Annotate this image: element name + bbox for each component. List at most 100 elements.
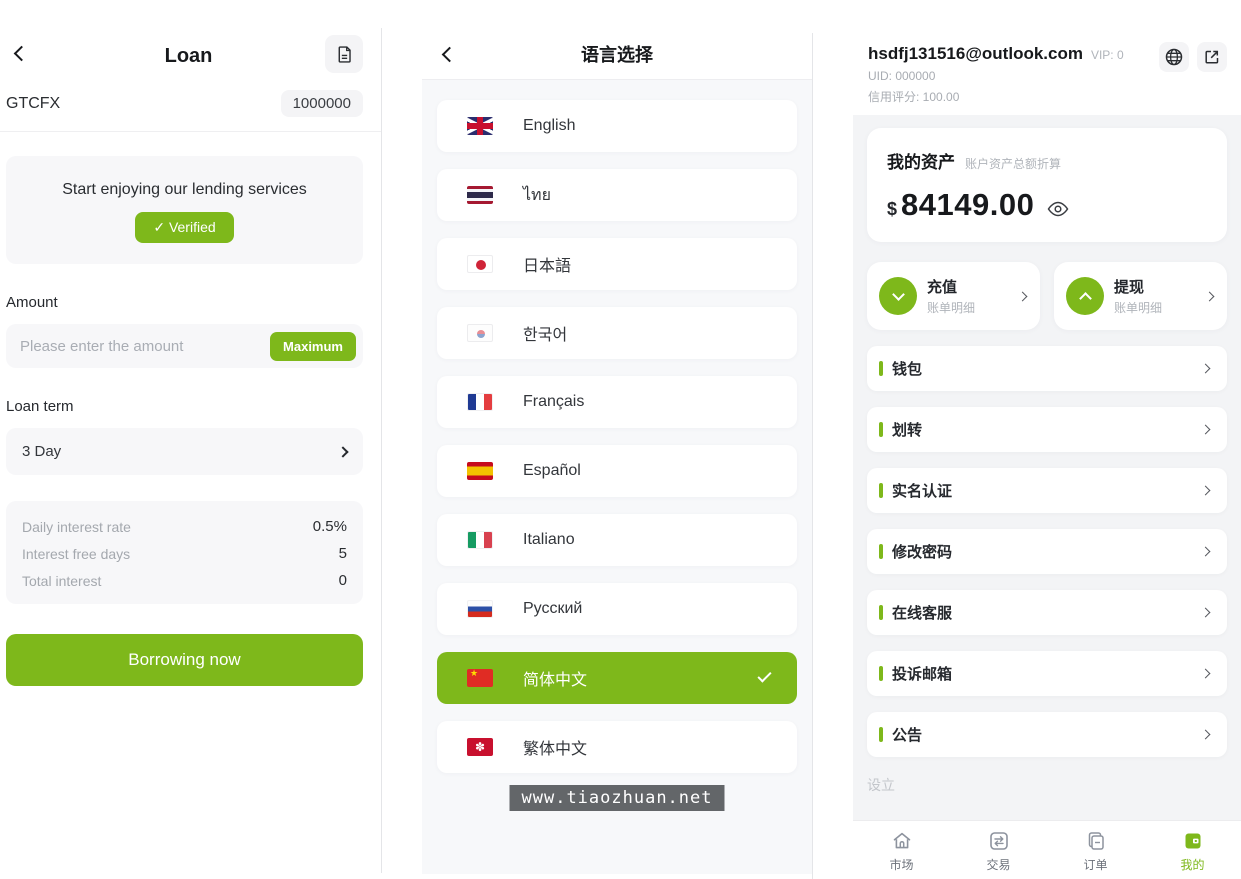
tab-label: 订单 [1083, 857, 1108, 872]
trade-icon [989, 831, 1008, 850]
divider [0, 131, 381, 132]
chevron-right-icon [1017, 291, 1028, 301]
language-item-thai[interactable]: ไทย [437, 169, 797, 221]
withdraw-circle [1066, 277, 1104, 315]
chevron-right-icon [1200, 668, 1211, 679]
language-label: 한국어 [523, 327, 568, 344]
toggle-balance-button[interactable] [1046, 201, 1070, 222]
detail-value: 5 [338, 545, 347, 562]
assets-amount: 84149.00 [901, 187, 1035, 222]
asset-symbol: GTCFX [6, 94, 61, 112]
withdraw-sublabel: 账单明细 [1114, 301, 1163, 315]
eye-icon [1047, 201, 1069, 217]
detail-label: Total interest [22, 572, 102, 589]
menu-item-complaint-email[interactable]: 投诉邮箱 [867, 651, 1227, 696]
menu-item-settings-truncated[interactable]: 设立 [867, 777, 895, 793]
watermark: www.tiaozhuan.net [509, 785, 725, 811]
tab-label: 我的 [1180, 857, 1205, 872]
account-body: 我的资产 账户资产总额折算 $ 84149.00 充值 账单明细 [853, 115, 1241, 820]
globe-icon [1165, 48, 1183, 66]
borrowing-now-button[interactable]: Borrowing now [6, 634, 363, 686]
tab-orders[interactable]: 订单 [1047, 828, 1144, 873]
chevron-right-icon [337, 445, 349, 458]
amount-label: Amount [6, 294, 58, 311]
accent-bar [879, 361, 883, 376]
detail-value: 0.5% [312, 518, 347, 535]
language-item-italian[interactable]: Italiano [437, 514, 797, 566]
menu-item-kyc[interactable]: 实名认证 [867, 468, 1227, 513]
account-uid: UID: 000000 [868, 69, 936, 83]
verified-button[interactable]: ✓ Verified [135, 212, 234, 243]
chevron-right-icon [1200, 424, 1211, 435]
banner-text: Start enjoying our lending services [62, 181, 307, 198]
amount-field: Maximum [6, 324, 363, 368]
language-globe-button[interactable] [1159, 42, 1189, 72]
arrow-up-icon [1078, 291, 1092, 305]
accent-bar [879, 544, 883, 559]
accent-bar [879, 666, 883, 681]
tab-label: 市场 [889, 857, 914, 872]
language-list: English ไทย 日本語 한국어 Français Español Ita… [422, 80, 812, 773]
language-item-french[interactable]: Français [437, 376, 797, 428]
tab-mine[interactable]: 我的 [1144, 828, 1241, 873]
loan-records-button[interactable] [325, 35, 363, 73]
chevron-right-icon [1200, 546, 1211, 557]
withdraw-button[interactable]: 提现 账单明细 [1054, 262, 1227, 330]
menu-item-announcement[interactable]: 公告 [867, 712, 1227, 757]
menu-label: 钱包 [892, 361, 923, 378]
loan-term-select[interactable]: 3 Day [6, 428, 363, 475]
accent-bar [879, 727, 883, 742]
currency-symbol: $ [887, 199, 898, 219]
maximum-button[interactable]: Maximum [270, 331, 356, 361]
italy-flag-icon [467, 531, 493, 549]
detail-row: Interest free days 5 [22, 545, 347, 562]
deposit-circle [879, 277, 917, 315]
japan-flag-icon [467, 255, 493, 273]
menu-label: 投诉邮箱 [892, 666, 953, 683]
credit-score: 信用评分: 100.00 [868, 90, 960, 104]
language-item-korean[interactable]: 한국어 [437, 307, 797, 359]
hongkong-flag-icon [467, 738, 493, 756]
deposit-button[interactable]: 充值 账单明细 [867, 262, 1040, 330]
accent-bar [879, 422, 883, 437]
detail-row: Total interest 0 [22, 572, 347, 589]
korea-flag-icon [467, 324, 493, 342]
thailand-flag-icon [467, 186, 493, 204]
language-label: 简体中文 [523, 672, 588, 689]
check-icon [757, 668, 772, 683]
language-label: Français [523, 393, 585, 410]
menu-label: 修改密码 [892, 544, 953, 561]
wallet-icon [1185, 833, 1200, 848]
language-title: 语言选择 [581, 44, 653, 65]
action-row: 充值 账单明细 提现 账单明细 [867, 262, 1227, 330]
detail-label: Daily interest rate [22, 518, 131, 535]
menu-label: 划转 [892, 422, 923, 439]
language-item-simplified-chinese[interactable]: 简体中文 [437, 652, 797, 704]
language-item-russian[interactable]: Русский [437, 583, 797, 635]
language-label: Español [523, 462, 581, 479]
language-item-english[interactable]: English [437, 100, 797, 152]
tab-trade[interactable]: 交易 [950, 828, 1047, 873]
interest-detail-card: Daily interest rate 0.5% Interest free d… [6, 501, 363, 604]
withdraw-label: 提现 [1114, 279, 1145, 296]
menu-item-customer-service[interactable]: 在线客服 [867, 590, 1227, 635]
logout-button[interactable] [1197, 42, 1227, 72]
language-item-japanese[interactable]: 日本語 [437, 238, 797, 290]
detail-row: Daily interest rate 0.5% [22, 518, 347, 535]
amount-input[interactable] [20, 337, 271, 355]
language-item-traditional-chinese[interactable]: 繁体中文 [437, 721, 797, 773]
loan-term-label: Loan term [6, 398, 74, 415]
france-flag-icon [467, 393, 493, 411]
language-label: Русский [523, 600, 583, 617]
tab-label: 交易 [986, 857, 1011, 872]
menu-item-transfer[interactable]: 划转 [867, 407, 1227, 452]
deposit-sublabel: 账单明细 [927, 301, 976, 315]
back-icon[interactable] [441, 46, 458, 63]
language-item-spanish[interactable]: Español [437, 445, 797, 497]
back-icon[interactable] [13, 45, 30, 62]
menu-item-change-password[interactable]: 修改密码 [867, 529, 1227, 574]
language-panel: 语言选择 English ไทย 日本語 한국어 Français Españo… [422, 28, 812, 874]
external-link-icon [1205, 50, 1219, 64]
tab-market[interactable]: 市场 [853, 828, 950, 873]
menu-item-wallet[interactable]: 钱包 [867, 346, 1227, 391]
